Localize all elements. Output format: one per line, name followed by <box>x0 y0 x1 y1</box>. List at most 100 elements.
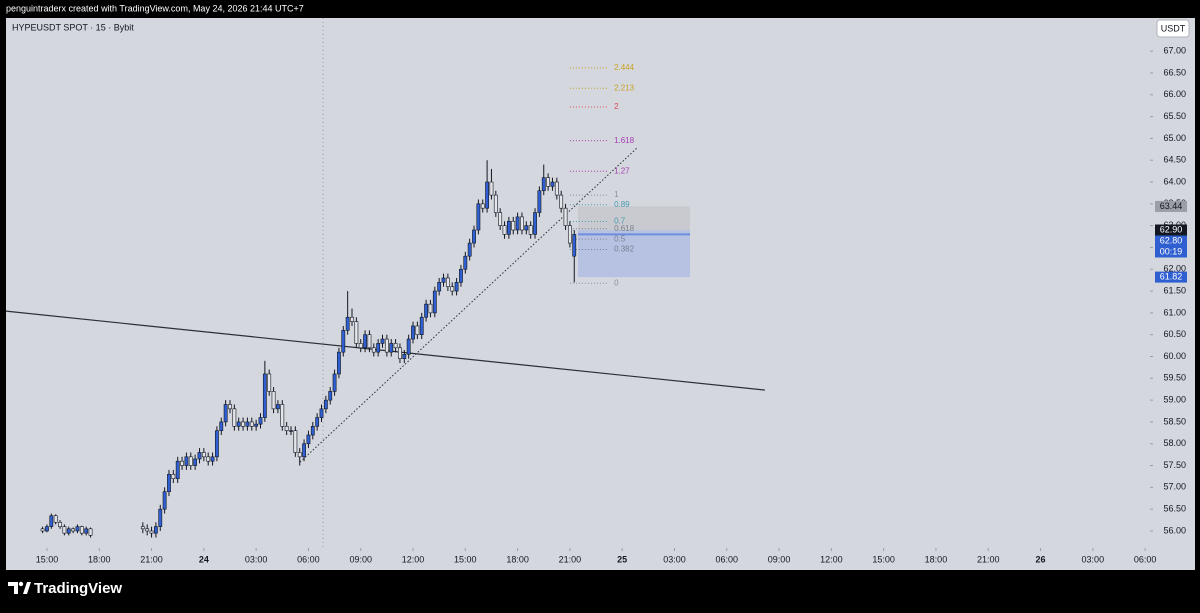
stop-zone <box>577 230 690 278</box>
y-tick-label: 64.00 <box>1163 176 1186 186</box>
fib-label: 0 <box>614 278 619 287</box>
candle-body <box>550 181 555 187</box>
x-tick-label: 18:00 <box>925 554 948 564</box>
candle-body <box>236 421 241 427</box>
candle-body <box>454 282 459 292</box>
x-tick-label: 12:00 <box>820 554 843 564</box>
candle-body <box>232 408 237 427</box>
candle-body <box>158 508 163 527</box>
y-tick-label: 60.50 <box>1163 329 1186 339</box>
candle-body <box>66 528 71 534</box>
y-tick-label: 58.50 <box>1163 416 1186 426</box>
x-tick-label: 24 <box>199 554 209 564</box>
y-tick-label: 67.00 <box>1163 46 1186 56</box>
candle-body <box>511 220 516 231</box>
candle-body <box>167 473 171 493</box>
price-label: 63.44 <box>1160 201 1183 211</box>
candle-body <box>537 190 542 213</box>
candle-body <box>554 181 559 196</box>
x-tick-label: 18:00 <box>506 554 529 564</box>
y-tick-label: 61.00 <box>1163 307 1186 317</box>
candle-body <box>184 456 189 466</box>
candle-body <box>223 404 228 423</box>
candle-body <box>376 343 381 353</box>
fib-label: 1.27 <box>614 166 630 175</box>
candle-body <box>528 225 533 235</box>
candle-body <box>88 528 93 536</box>
candle-body <box>71 528 76 532</box>
countdown-bg <box>1155 246 1187 258</box>
candle-body <box>384 338 389 353</box>
candle-body <box>406 338 411 355</box>
candle-body <box>302 443 306 458</box>
candle-body <box>337 351 341 375</box>
candle-body <box>485 181 489 209</box>
candle-body <box>480 203 485 209</box>
y-tick-label: 56.00 <box>1163 525 1186 535</box>
candle-body <box>49 515 54 527</box>
candle-body <box>249 421 254 427</box>
chart-area <box>6 18 1195 570</box>
price-label-bg <box>1155 235 1187 247</box>
x-tick-label: 15:00 <box>36 554 59 564</box>
candle-body <box>58 521 62 527</box>
fib-label: 2.444 <box>614 63 635 72</box>
candle-body <box>197 452 202 460</box>
candle-body <box>332 373 337 392</box>
candle-body <box>201 452 206 458</box>
price-label-bg <box>1155 200 1187 212</box>
x-tick-label: 15:00 <box>872 554 895 564</box>
candle-body <box>276 404 280 410</box>
candle-body <box>267 373 272 392</box>
y-tick-label: 58.00 <box>1163 438 1186 448</box>
candle-body <box>328 391 333 401</box>
candle-body <box>323 399 328 410</box>
candle-body <box>306 434 311 445</box>
price-label: 62.90 <box>1160 224 1183 234</box>
candle-body <box>297 452 302 458</box>
candle-body <box>310 425 315 436</box>
candle-body <box>476 203 481 231</box>
candle-body <box>245 421 250 427</box>
currency: USDT <box>1161 23 1186 33</box>
candle-body <box>215 430 219 458</box>
candle-body <box>262 373 267 418</box>
y-tick-label: 66.00 <box>1163 89 1186 99</box>
x-tick-label: 21:00 <box>977 554 1000 564</box>
candle-body <box>315 417 320 427</box>
candle-body <box>402 354 407 359</box>
candle-body <box>254 423 259 427</box>
y-tick-label: 61.50 <box>1163 285 1186 295</box>
y-tick-label: 60.00 <box>1163 351 1186 361</box>
fib-label: 2.213 <box>614 83 635 92</box>
candle-body <box>79 526 84 534</box>
x-tick-label: 06:00 <box>716 554 739 564</box>
candle-body <box>363 334 367 349</box>
candle-body <box>463 255 468 270</box>
x-tick-label: 18:00 <box>88 554 111 564</box>
x-tick-label: 21:00 <box>140 554 163 564</box>
candle-body <box>293 430 298 453</box>
candle-body <box>432 290 437 314</box>
x-tick-label: 03:00 <box>663 554 686 564</box>
candle-body <box>149 530 154 534</box>
price-label-bg <box>1155 224 1187 236</box>
y-tick-label: 59.50 <box>1163 373 1186 383</box>
x-tick-label: 12:00 <box>402 554 425 564</box>
candle-body <box>75 526 80 532</box>
y-tick-label: 56.50 <box>1163 504 1186 514</box>
candle-body <box>180 460 184 466</box>
candle-body <box>289 430 293 432</box>
candle-body <box>506 220 511 235</box>
candle-body <box>567 225 572 244</box>
candle-body <box>188 456 193 466</box>
fib-label: 2 <box>614 102 619 111</box>
currency-box <box>1156 19 1190 38</box>
countdown: 00:19 <box>1160 246 1183 256</box>
candle-body <box>515 216 520 231</box>
candle-body <box>175 460 180 479</box>
brand: TradingView <box>34 580 122 597</box>
